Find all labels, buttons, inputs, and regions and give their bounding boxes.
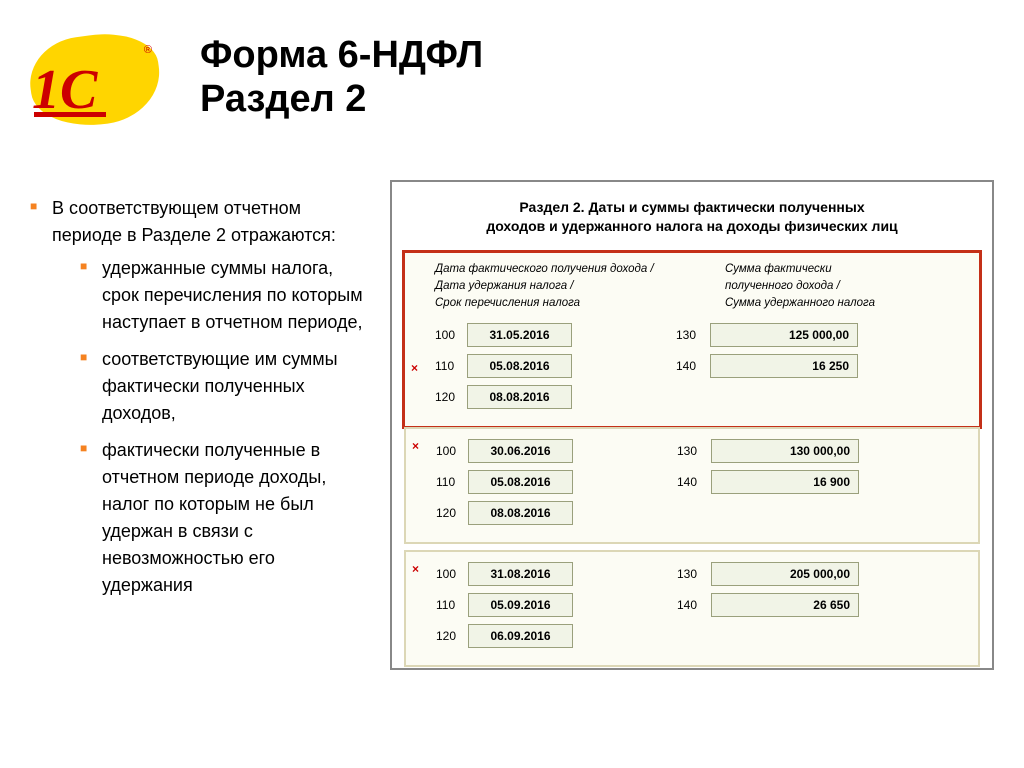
panel-title-l1: Раздел 2. Даты и суммы фактически получе… <box>519 199 864 215</box>
logo-1c: ® 1С <box>20 30 160 130</box>
form-row: 12008.08.2016 <box>415 385 969 409</box>
form-row: 10031.05.2016 130125 000,00 <box>415 323 969 347</box>
line-code-left: 100 <box>436 444 468 458</box>
amount-field[interactable]: 125 000,00 <box>710 323 858 347</box>
line-code-right: 130 <box>676 328 710 342</box>
date-field[interactable]: 05.08.2016 <box>467 354 572 378</box>
form-row: 11005.08.2016 14016 250 <box>415 354 969 378</box>
line-code-left: 110 <box>436 475 468 489</box>
date-field[interactable]: 06.09.2016 <box>468 624 573 648</box>
amount-field[interactable]: 16 250 <box>710 354 858 378</box>
remove-block-icon[interactable]: × <box>411 361 418 375</box>
amount-field[interactable]: 130 000,00 <box>711 439 859 463</box>
sub-bullet: удержанные суммы налога, срок перечислен… <box>80 255 370 336</box>
line-code-left: 110 <box>436 598 468 612</box>
amount-field[interactable]: 26 650 <box>711 593 859 617</box>
line-code-left: 120 <box>436 629 468 643</box>
date-field[interactable]: 30.06.2016 <box>468 439 573 463</box>
form-row: 11005.09.2016 14026 650 <box>416 593 968 617</box>
line-code-left: 110 <box>435 359 467 373</box>
intro-text: В соответствующем отчетном периоде в Раз… <box>52 198 336 245</box>
remove-block-icon[interactable]: × <box>412 439 419 453</box>
line-code-right: 140 <box>676 359 710 373</box>
intro-bullet: В соответствующем отчетном периоде в Раз… <box>30 195 370 599</box>
form-row: 12006.09.2016 <box>416 624 968 648</box>
left-bullet-area: В соответствующем отчетном периоде в Раз… <box>30 195 370 609</box>
date-field[interactable]: 05.09.2016 <box>468 593 573 617</box>
data-block: Дата фактического получения дохода /Дата… <box>402 250 982 429</box>
date-field[interactable]: 31.08.2016 <box>468 562 573 586</box>
sub-bullet: соответствующие им суммы фактически полу… <box>80 346 370 427</box>
line-code-left: 100 <box>435 328 467 342</box>
amount-field[interactable]: 16 900 <box>711 470 859 494</box>
line-code-right: 140 <box>677 598 711 612</box>
date-field[interactable]: 05.08.2016 <box>468 470 573 494</box>
form-row: 12008.08.2016 <box>416 501 968 525</box>
title-line-2: Раздел 2 <box>200 78 366 120</box>
sub-bullet-list: удержанные суммы налога, срок перечислен… <box>80 255 370 599</box>
title-line-1: Форма 6-НДФЛ <box>200 34 483 76</box>
panel-title: Раздел 2. Даты и суммы фактически получе… <box>404 198 980 236</box>
header-left: Дата фактического получения дохода /Дата… <box>435 261 725 313</box>
line-code-right: 130 <box>677 444 711 458</box>
form-row: 10031.08.2016 130205 000,00 <box>416 562 968 586</box>
date-field[interactable]: 08.08.2016 <box>467 385 572 409</box>
form-panel: Раздел 2. Даты и суммы фактически получе… <box>390 180 994 670</box>
form-row: 11005.08.2016 14016 900 <box>416 470 968 494</box>
blocks-container: Дата фактического получения дохода /Дата… <box>404 250 980 667</box>
logo-registered: ® <box>144 44 152 56</box>
form-row: 10030.06.2016 130130 000,00 <box>416 439 968 463</box>
data-block: × 10030.06.2016 130130 000,00 11005.08.2016… <box>404 427 980 544</box>
line-code-left: 120 <box>435 390 467 404</box>
page-title: Форма 6-НДФЛ Раздел 2 <box>200 34 483 121</box>
line-code-right: 140 <box>677 475 711 489</box>
date-field[interactable]: 31.05.2016 <box>467 323 572 347</box>
block-headers: Дата фактического получения дохода /Дата… <box>415 261 969 313</box>
line-code-right: 130 <box>677 567 711 581</box>
logo-underline <box>34 112 106 117</box>
sub-bullet: фактически полученные в отчетном периоде… <box>80 437 370 599</box>
header-right: Сумма фактическиполученного дохода /Сумм… <box>725 261 969 313</box>
remove-block-icon[interactable]: × <box>412 562 419 576</box>
amount-field[interactable]: 205 000,00 <box>711 562 859 586</box>
line-code-left: 120 <box>436 506 468 520</box>
data-block: × 10031.08.2016 130205 000,00 11005.09.2016… <box>404 550 980 667</box>
panel-title-l2: доходов и удержанного налога на доходы ф… <box>486 218 897 234</box>
date-field[interactable]: 08.08.2016 <box>468 501 573 525</box>
line-code-left: 100 <box>436 567 468 581</box>
